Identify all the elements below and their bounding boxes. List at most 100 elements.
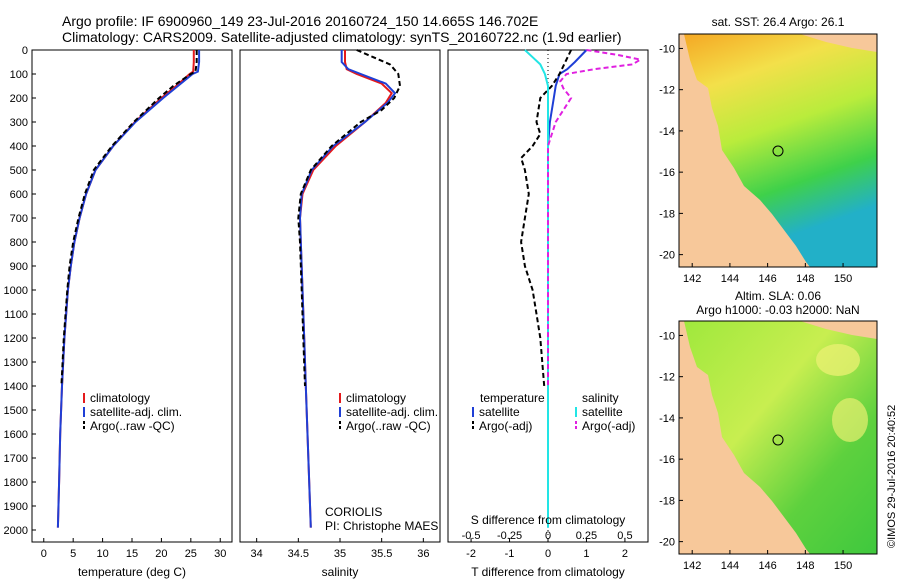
x-tick-label: 35	[334, 548, 346, 560]
depth-tick-label: 400	[10, 141, 28, 153]
sla-map: Altim. SLA: 0.06 Argo h1000: -0.03 h2000…	[659, 289, 878, 572]
depth-tick-label: 0	[22, 45, 28, 57]
sla-yellow-patch-2	[832, 398, 868, 442]
map-y-tick-label: -16	[659, 167, 675, 179]
side-stamp: ©IMOS 29-Jul-2016 20:40:52	[886, 405, 898, 548]
map-x-tick-label: 146	[758, 560, 776, 572]
s-tick-label: 0.25	[576, 530, 597, 542]
depth-tick-label: 200	[10, 93, 28, 105]
map-x-tick-label: 150	[834, 560, 852, 572]
s-difference-x-axis: -0.5 -0.25 0 0.25 0.5	[462, 530, 633, 542]
s-tick-label: 0	[545, 530, 551, 542]
x-tick-label: -2	[466, 548, 476, 560]
legend-label: climatology	[346, 391, 406, 405]
map-x-tick-label: 144	[721, 273, 739, 285]
map-x-tick-label: 142	[683, 560, 701, 572]
sla-map-title: Altim. SLA: 0.06	[735, 289, 821, 303]
map-x-tick-label: 148	[796, 273, 814, 285]
sla-coast-north	[800, 321, 877, 339]
sla-map-frame	[678, 320, 878, 555]
t-difference-xlabel: T difference from climatology	[471, 565, 625, 579]
temperature-x-axis: 0 5 10 15 20 25 30	[41, 538, 226, 560]
legend-label: Argo(-adj)	[479, 419, 532, 433]
sla-argo-marker	[772, 434, 784, 446]
salinity-x-axis: 34 34.5 35 35.5 36	[251, 538, 429, 560]
sst-map-title: sat. SST: 26.4 Argo: 26.1	[712, 15, 845, 29]
sst-coast-north	[800, 34, 877, 52]
depth-tick-label: 900	[10, 261, 28, 273]
depth-tick-label: 100	[10, 69, 28, 81]
series-line-satellite-adj-clim-	[56, 50, 201, 528]
s-difference-xlabel: S difference from climatology	[471, 513, 626, 527]
x-tick-label: 34.5	[288, 548, 309, 560]
depth-tick-label: 2000	[4, 525, 28, 537]
series-line-temperature-satellite	[547, 49, 588, 528]
map-x-tick-label: 146	[758, 273, 776, 285]
sla-yellow-patch	[816, 344, 860, 376]
depth-tick-label: 1000	[4, 285, 28, 297]
x-tick-label: 2	[622, 548, 628, 560]
sla-map-axes: 142 144 146 148 150 -10 -12 -14 -16 -18 -20	[659, 330, 852, 572]
legend-label: satellite	[479, 405, 520, 419]
map-y-tick-label: -20	[659, 250, 675, 262]
x-tick-label: 30	[214, 548, 226, 560]
sst-map: sat. SST: 26.4 Argo: 26.1 142 144 146 148 15…	[659, 15, 878, 285]
depth-tick-label: 1100	[4, 309, 28, 321]
map-x-tick-label: 148	[796, 560, 814, 572]
x-tick-label: 35.5	[371, 548, 392, 560]
s-tick-label: 0.5	[617, 530, 632, 542]
depth-tick-label: 1200	[4, 333, 28, 345]
series-line-salinity-argo-adj-	[547, 49, 643, 386]
x-tick-label: 1	[583, 548, 589, 560]
difference-lines	[519, 49, 643, 528]
sst-map-frame	[678, 33, 878, 268]
x-tick-label: -1	[505, 548, 515, 560]
x-tick-label: 20	[155, 548, 167, 560]
x-tick-label: 34	[251, 548, 263, 560]
map-y-tick-label: -18	[659, 208, 675, 220]
x-tick-label: 0	[41, 548, 47, 560]
s-tick-label: -0.25	[497, 530, 522, 542]
series-line-argo-raw-qc-	[60, 50, 198, 387]
x-tick-label: 36	[417, 548, 429, 560]
depth-tick-label: 1400	[4, 381, 28, 393]
map-y-tick-label: -18	[659, 495, 675, 507]
legend-label: satellite	[582, 405, 623, 419]
depth-tick-label: 600	[10, 189, 28, 201]
depth-tick-label: 800	[10, 237, 28, 249]
map-y-tick-label: -16	[659, 454, 675, 466]
series-line-satellite-adj-clim-	[298, 50, 397, 528]
map-y-tick-label: -12	[659, 85, 675, 97]
temperature-panel: 0100200300400500600700800900100011001200…	[4, 45, 233, 579]
legend-label: satellite-adj. clim.	[90, 405, 182, 419]
legend-label: Argo(..raw -QC)	[346, 419, 431, 433]
s-tick-label: -0.5	[462, 530, 481, 542]
difference-panel: -2 -1 0 1 2 -0.5 -0.25 0 0.25 0.5 temperature sal…	[447, 49, 649, 579]
coriolis-label: CORIOLIS	[325, 505, 382, 519]
depth-tick-label: 1900	[4, 501, 28, 513]
legend-title-salinity: salinity	[582, 391, 619, 405]
map-y-tick-label: -10	[659, 43, 675, 55]
map-y-tick-label: -12	[659, 372, 675, 384]
depth-tick-label: 500	[10, 165, 28, 177]
header-line-2: Climatology: CARS2009. Satellite-adjuste…	[62, 29, 622, 45]
pi-label: PI: Christophe MAES	[325, 519, 438, 533]
sla-map-subtitle: Argo h1000: -0.03 h2000: NaN	[696, 303, 859, 317]
x-tick-label: 15	[126, 548, 138, 560]
t-difference-x-axis: -2 -1 0 1 2	[466, 538, 628, 560]
salinity-plot-frame	[239, 49, 441, 543]
x-tick-label: 0	[545, 548, 551, 560]
depth-tick-label: 300	[10, 117, 28, 129]
legend-title-temperature: temperature	[480, 391, 545, 405]
sst-land	[679, 34, 810, 267]
map-x-tick-label: 150	[834, 273, 852, 285]
x-tick-label: 5	[70, 548, 76, 560]
map-y-tick-label: -10	[659, 330, 675, 342]
series-line-salinity-satellite	[524, 49, 549, 528]
x-tick-label: 25	[185, 548, 197, 560]
temperature-lines	[56, 50, 201, 528]
series-line-climatology	[298, 50, 393, 528]
